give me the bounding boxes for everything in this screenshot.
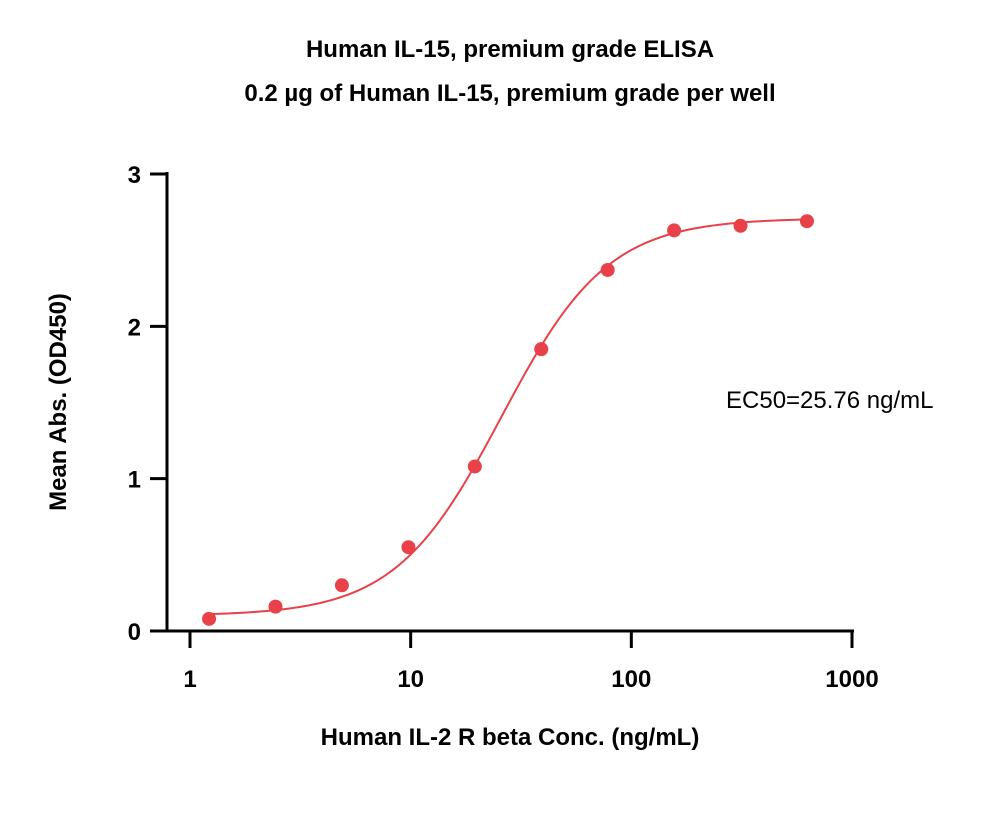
data-point — [799, 214, 814, 229]
x-axis-label: Human IL-2 R beta Conc. (ng/mL) — [321, 724, 700, 751]
data-point — [334, 578, 349, 593]
y-axis-label: Mean Abs. (OD450) — [45, 293, 72, 511]
y-tick-label: 0 — [128, 619, 141, 646]
plot-area: 0 1 2 3 1 10 100 1000 — [128, 162, 879, 693]
fit-curve — [209, 218, 807, 616]
x-tick-label: 100 — [611, 666, 651, 693]
data-point — [733, 218, 748, 233]
data-point — [600, 262, 615, 277]
data-point — [202, 611, 217, 626]
x-tick-label: 1000 — [825, 666, 878, 693]
data-point — [268, 599, 283, 614]
y-ticks: 0 1 2 3 — [128, 162, 167, 646]
x-tick-label: 1 — [183, 666, 196, 693]
chart-subtitle: 0.2 µg of Human IL-15, premium grade per… — [244, 80, 775, 107]
y-tick-label: 2 — [128, 314, 141, 341]
chart-title: Human IL-15, premium grade ELISA — [306, 36, 714, 63]
data-point — [667, 223, 682, 238]
data-point — [534, 342, 549, 357]
data-point — [401, 540, 416, 555]
x-ticks: 1 10 100 1000 — [183, 631, 879, 693]
ec50-annotation: EC50=25.76 ng/mL — [726, 387, 933, 414]
data-points — [202, 214, 814, 626]
x-tick-label: 10 — [397, 666, 424, 693]
y-tick-label: 3 — [128, 162, 141, 189]
y-tick-label: 1 — [128, 467, 141, 494]
data-point — [467, 459, 482, 474]
